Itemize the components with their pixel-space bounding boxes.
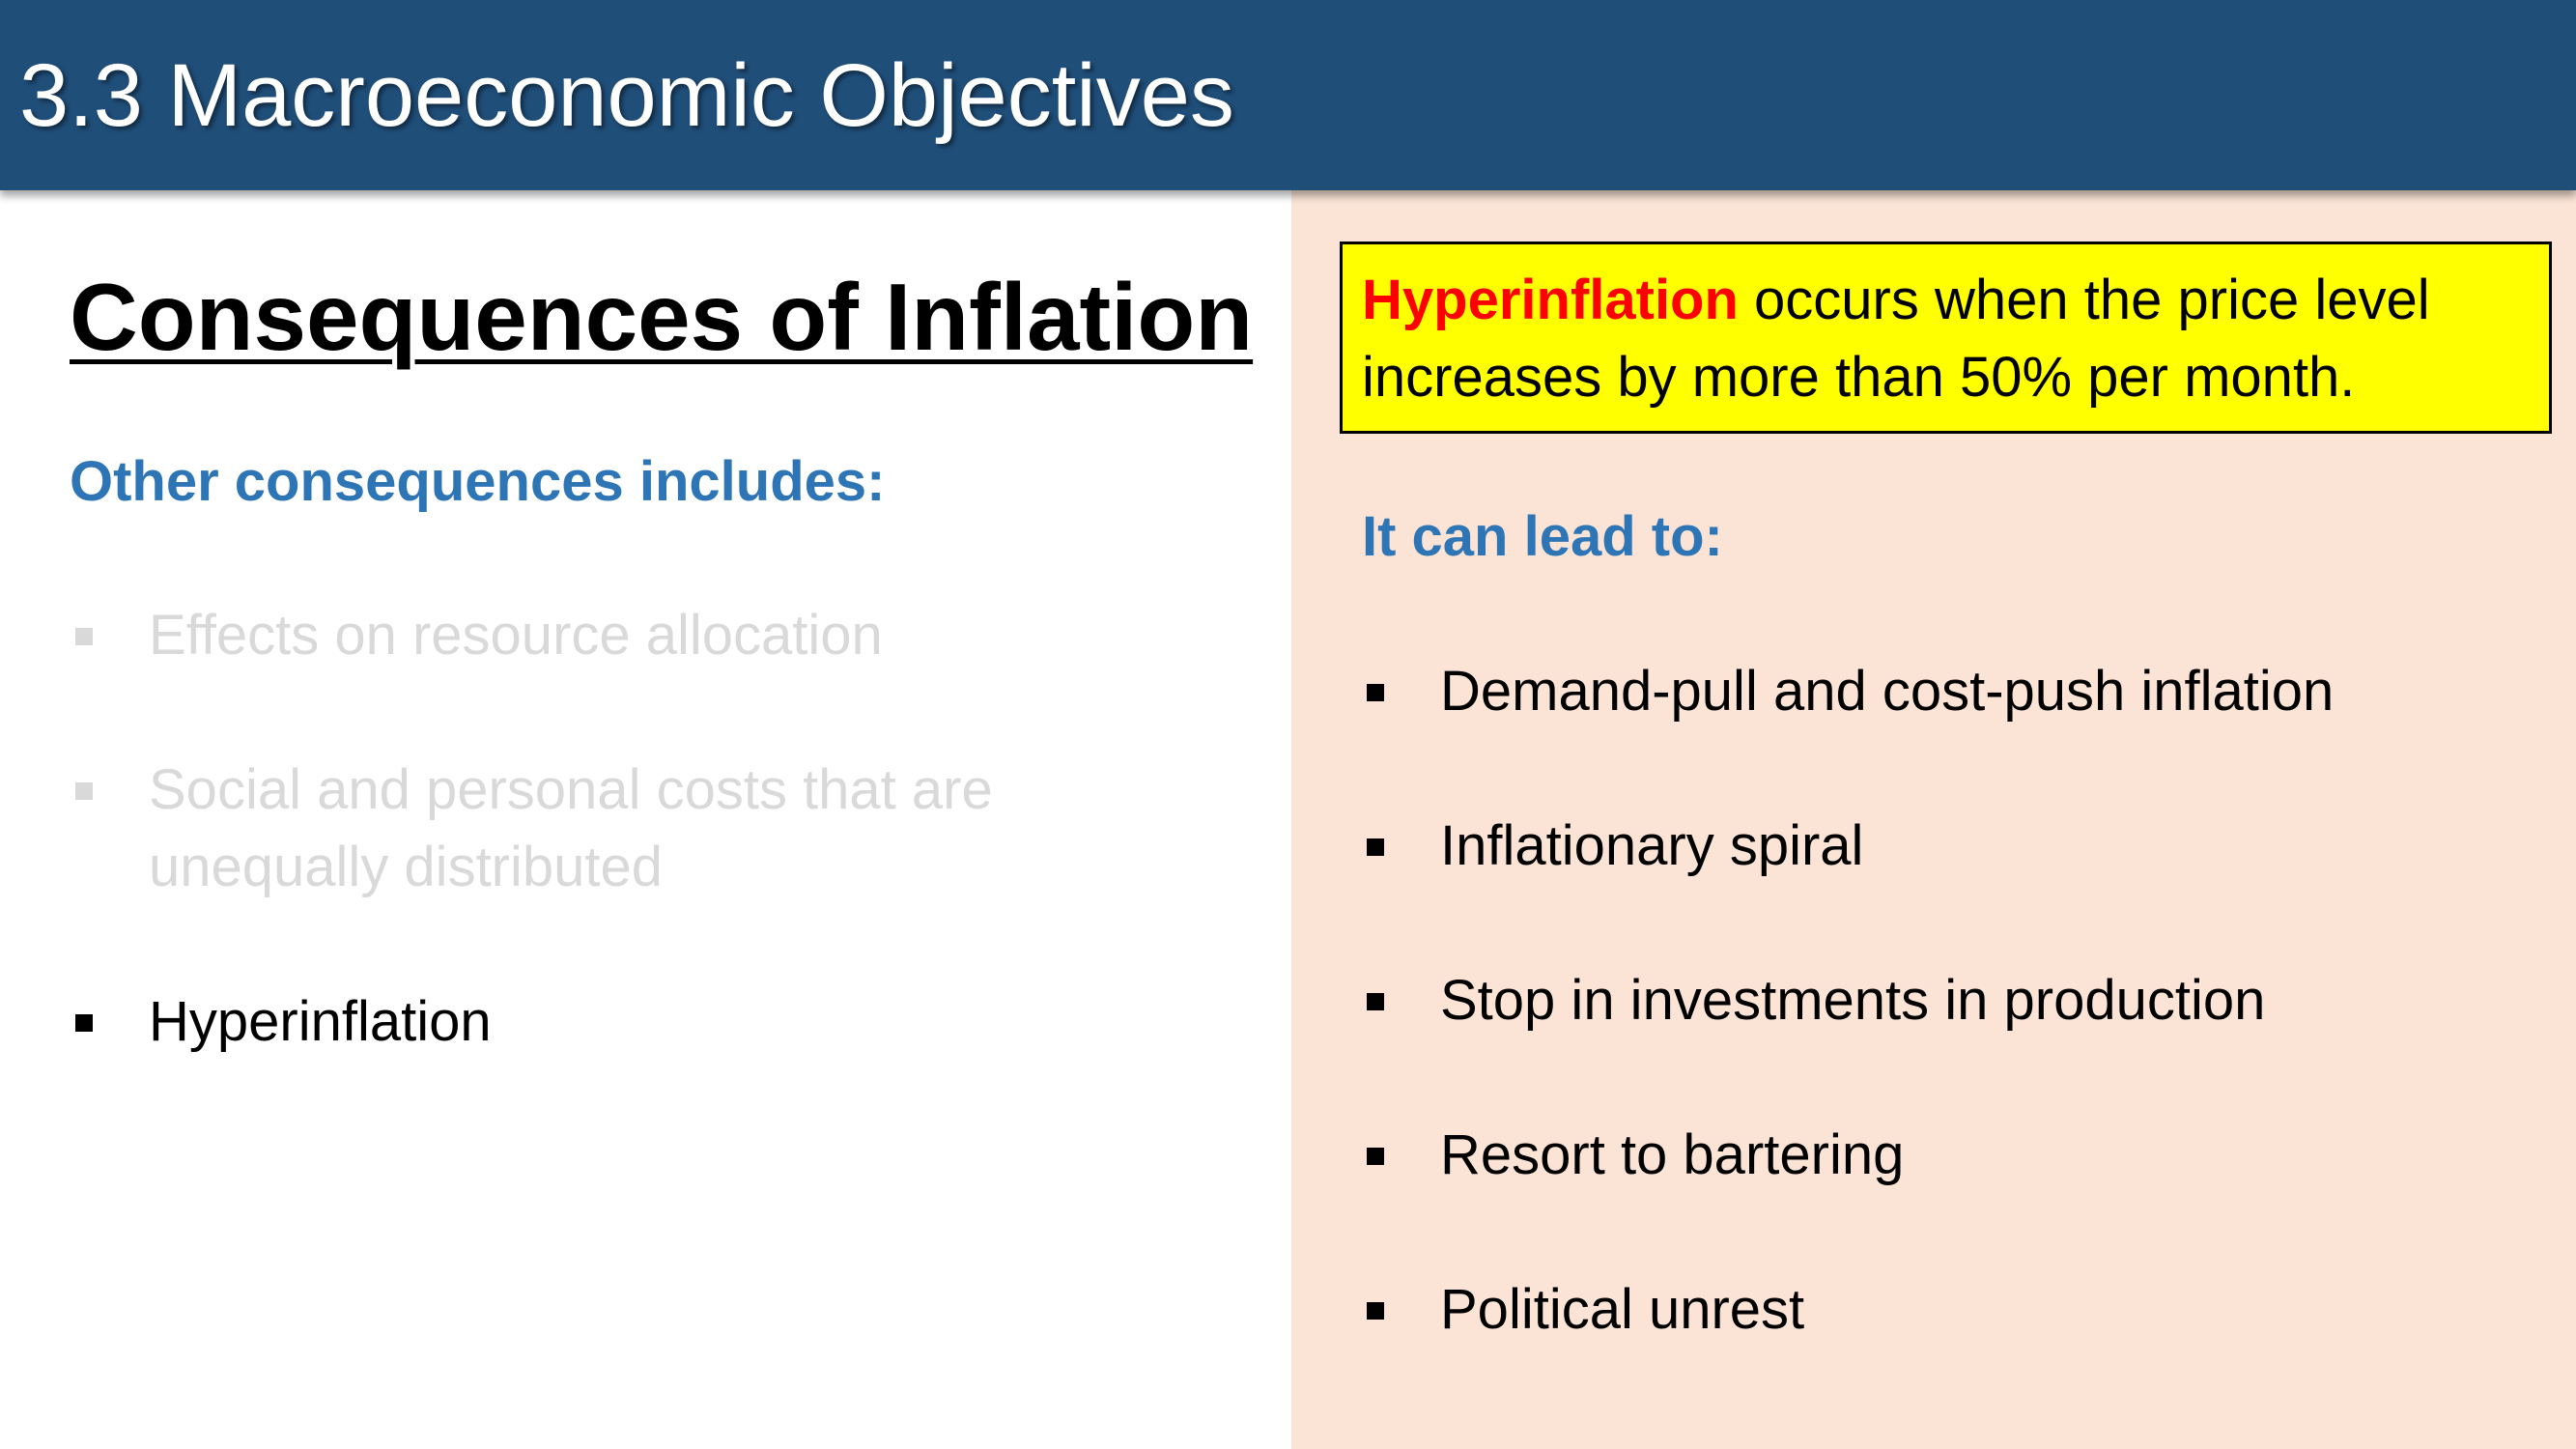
bullet-square-icon — [1367, 684, 1384, 701]
list-item-text: Effects on resource allocation — [149, 604, 883, 667]
bullet-square-icon — [75, 782, 93, 800]
definition-rest-line1: occurs when the price level — [1738, 269, 2430, 331]
list-item-text: Resort to bartering — [1440, 1123, 1905, 1186]
list-item-text: Demand-pull and cost-push inflation — [1440, 660, 2335, 723]
bullet-square-icon — [75, 1014, 93, 1032]
bullet-square-icon — [75, 628, 93, 645]
definition-box: Hyperinflation occurs when the price lev… — [1340, 242, 2552, 434]
bullet-square-icon — [1367, 838, 1384, 856]
list-item-text: Inflationary spiral — [1440, 814, 1864, 877]
list-item-text: Hyperinflation — [149, 990, 492, 1053]
left-panel — [0, 190, 1291, 1449]
section-heading: Consequences of Inflation — [70, 264, 1254, 370]
list-item-text: Stop in investments in production — [1440, 969, 2266, 1032]
bullet-square-icon — [1367, 1148, 1384, 1165]
left-subheading: Other consequences includes: — [70, 450, 886, 513]
bullet-square-icon — [1367, 993, 1384, 1010]
definition-keyword: Hyperinflation — [1362, 269, 1739, 331]
right-subheading: It can lead to: — [1362, 505, 1723, 568]
definition-rest-line2: increases by more than 50% per month. — [1362, 346, 2356, 409]
bullet-square-icon — [1367, 1302, 1384, 1320]
list-item-text-line2: unequally distributed — [149, 836, 664, 898]
definition-text: Hyperinflation occurs when the price lev… — [1362, 262, 2535, 416]
list-item-text: Political unrest — [1440, 1278, 1805, 1341]
title-bar: 3.3 Macroeconomic Objectives — [0, 0, 2576, 190]
slide-title: 3.3 Macroeconomic Objectives — [19, 46, 1234, 145]
list-item-text-line1: Social and personal costs that are — [149, 758, 993, 821]
